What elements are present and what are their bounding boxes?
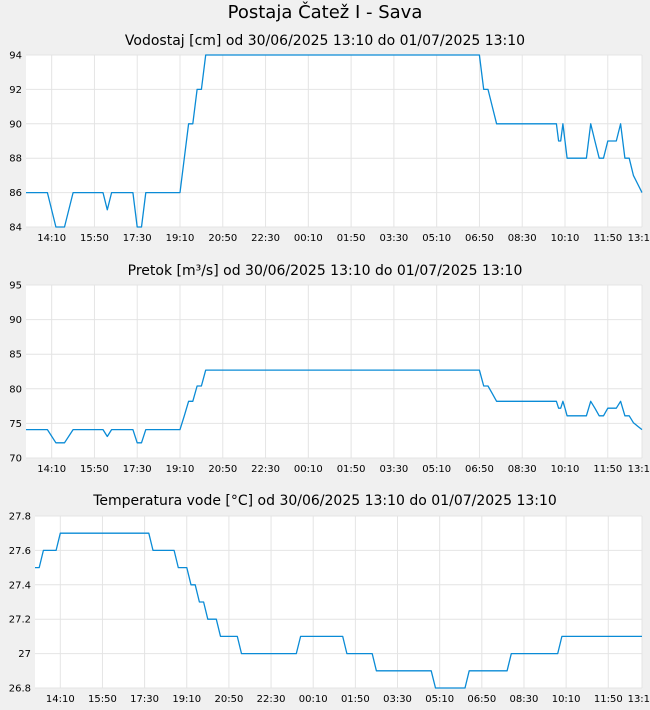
x-tick-label: 03:30	[383, 694, 412, 705]
x-tick-label: 20:50	[214, 694, 243, 705]
x-tick-label: 01:50	[337, 464, 366, 475]
x-tick-label: 20:50	[208, 233, 237, 244]
page-title: Postaja Čatež I - Sava	[227, 2, 423, 23]
y-tick-label: 84	[9, 223, 22, 234]
x-tick-label: 22:30	[257, 694, 286, 705]
x-tick-label: 14:10	[37, 464, 66, 475]
x-tick-label: 06:50	[465, 464, 494, 475]
x-tick-label: 06:50	[467, 694, 496, 705]
x-tick-label: 05:10	[425, 694, 454, 705]
x-tick-label: 17:30	[130, 694, 159, 705]
x-tick-label: 19:10	[166, 464, 195, 475]
y-tick-label: 27.8	[9, 512, 31, 523]
series-line	[35, 532, 642, 689]
x-tick-label: 22:30	[251, 233, 280, 244]
x-tick-label: 15:50	[80, 233, 109, 244]
chart-title: Pretok [m³/s] od 30/06/2025 13:10 do 01/…	[128, 263, 523, 279]
chart-title: Vodostaj [cm] od 30/06/2025 13:10 do 01/…	[125, 33, 525, 49]
x-tick-label: 19:10	[166, 233, 195, 244]
x-tick-label: 11:50	[594, 694, 623, 705]
x-tick-label: 10:10	[551, 464, 580, 475]
series-line	[26, 54, 643, 228]
y-tick-label: 94	[9, 51, 22, 62]
x-tick-label: 13:10	[628, 464, 650, 475]
y-tick-label: 90	[9, 315, 22, 326]
x-tick-label: 08:30	[510, 694, 539, 705]
x-tick-label: 17:30	[123, 233, 152, 244]
y-tick-label: 95	[9, 281, 22, 292]
x-tick-label: 11:50	[593, 464, 622, 475]
x-tick-label: 08:30	[508, 464, 537, 475]
y-tick-label: 88	[9, 154, 22, 165]
x-tick-label: 11:50	[593, 233, 622, 244]
x-tick-label: 10:10	[551, 233, 580, 244]
y-tick-label: 27.2	[9, 615, 31, 626]
plot-area	[26, 55, 642, 227]
x-tick-label: 13:10	[628, 233, 650, 244]
series-line	[26, 369, 643, 444]
x-tick-label: 19:10	[172, 694, 201, 705]
plot-area	[35, 516, 642, 688]
x-tick-label: 14:10	[37, 233, 66, 244]
x-tick-label: 06:50	[465, 233, 494, 244]
chart-title: Temperatura vode [°C] od 30/06/2025 13:1…	[92, 493, 557, 509]
x-tick-label: 00:10	[294, 233, 323, 244]
x-tick-label: 01:50	[341, 694, 370, 705]
x-tick-label: 17:30	[123, 464, 152, 475]
x-tick-label: 00:10	[299, 694, 328, 705]
x-tick-label: 05:10	[422, 233, 451, 244]
y-tick-label: 90	[9, 119, 22, 130]
y-tick-label: 75	[9, 419, 22, 430]
x-tick-label: 20:50	[208, 464, 237, 475]
y-tick-label: 27.4	[9, 580, 31, 591]
y-tick-label: 27	[18, 649, 31, 660]
plot-area	[26, 285, 642, 458]
x-tick-label: 10:10	[552, 694, 581, 705]
y-tick-label: 86	[9, 188, 22, 199]
y-tick-label: 26.8	[9, 684, 31, 695]
y-tick-label: 85	[9, 350, 22, 361]
x-tick-label: 05:10	[422, 464, 451, 475]
x-tick-label: 13:10	[628, 694, 650, 705]
y-tick-label: 70	[9, 454, 22, 465]
x-tick-label: 03:30	[379, 464, 408, 475]
x-tick-label: 14:10	[46, 694, 75, 705]
x-tick-label: 01:50	[337, 233, 366, 244]
x-tick-label: 15:50	[80, 464, 109, 475]
y-tick-label: 80	[9, 384, 22, 395]
x-tick-label: 08:30	[508, 233, 537, 244]
x-tick-label: 03:30	[379, 233, 408, 244]
x-tick-label: 22:30	[251, 464, 280, 475]
y-tick-label: 27.6	[9, 546, 31, 557]
x-tick-label: 00:10	[294, 464, 323, 475]
x-tick-label: 15:50	[88, 694, 117, 705]
y-tick-label: 92	[9, 85, 22, 96]
